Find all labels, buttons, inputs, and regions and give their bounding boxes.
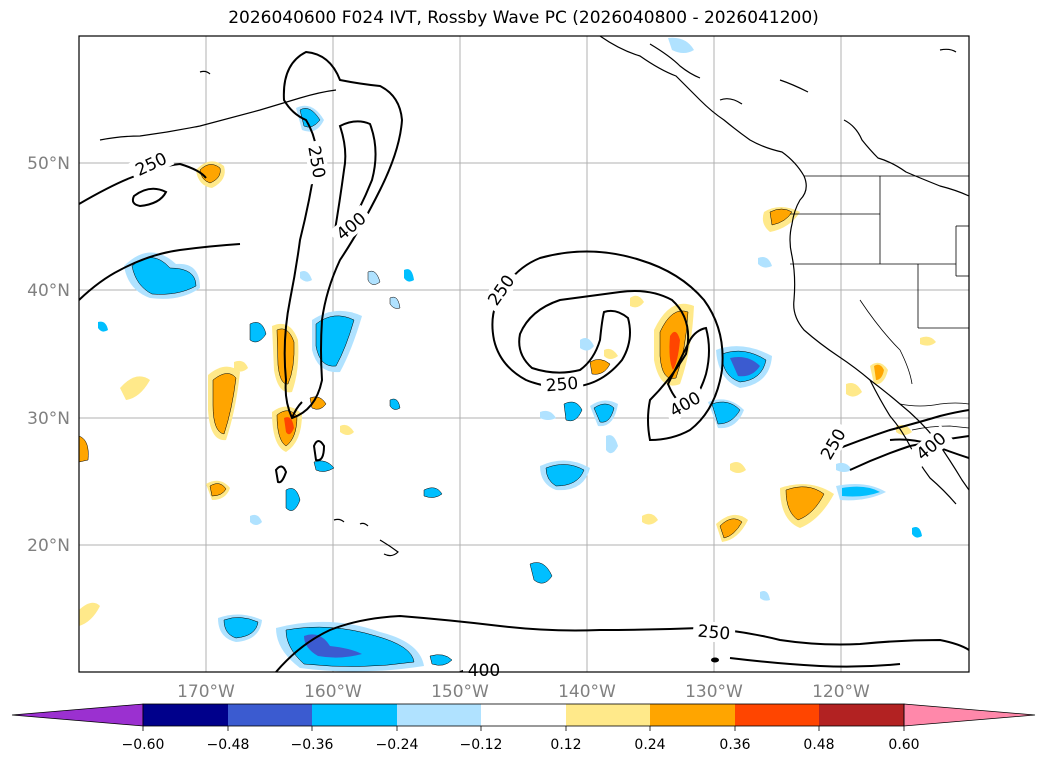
colorbar-tick-label: −0.12 [460,737,503,753]
lat-label: 20°N [27,536,70,556]
state-borders [790,175,969,431]
colorbar-segment [735,704,819,726]
lon-label: 170°W [177,682,235,702]
colorbar-tick-label: 0.48 [803,737,834,753]
colorbar-tick-label: −0.48 [207,737,250,753]
lat-label: 40°N [27,281,70,301]
colorbar-tick-label: −0.60 [122,737,165,753]
positive-ivt-fills [79,161,936,626]
map-content [79,36,969,672]
colorbar-min-extend [11,703,144,727]
colorbar-segment [650,704,735,726]
colorbar-segment [143,704,228,726]
lon-label: 130°W [685,682,743,702]
colorbar-tick-label: −0.36 [291,737,334,753]
colorbar-segment [397,704,481,726]
colorbar-outline [142,703,905,727]
contour-label: 250 [545,374,579,397]
lon-label: 160°W [304,682,362,702]
coastlines [99,36,969,557]
colorbar-tick-label: 0.12 [550,737,581,753]
contour-dot [711,657,719,663]
longitude-labels: 170°W 160°W 150°W 140°W 130°W 120°W [177,682,870,702]
map-background [79,36,969,672]
colorbar: −0.60 −0.48 −0.36 −0.24 −0.12 0.12 0.24 … [11,703,1036,753]
contour-label: 400 [468,661,500,681]
colorbar-ticks [142,726,905,731]
colorbar-max-extend [903,703,1036,727]
colorbar-tick-label: 0.60 [888,737,919,753]
map-title: 2026040600 F024 IVT, Rossby Wave PC (202… [228,8,819,28]
colorbar-tick-label: 0.24 [634,737,665,753]
colorbar-segment [566,704,650,726]
lon-label: 120°W [812,682,870,702]
colorbar-tick-label: 0.36 [719,737,750,753]
colorbar-segment [312,704,397,726]
negative-ivt-fills [98,37,922,672]
lat-label: 30°N [27,409,70,429]
colorbar-tick-label: −0.24 [376,737,419,753]
colorbar-segment [819,704,904,726]
lon-label: 140°W [558,682,616,702]
lat-label: 50°N [27,154,70,174]
ivt-contours [79,50,969,672]
latitude-labels: 50°N 40°N 30°N 20°N [27,154,70,556]
colorbar-segment [481,704,566,726]
lon-label: 150°W [431,682,489,702]
map-frame [78,35,970,673]
colorbar-segment [228,704,312,726]
contour-label: 250 [697,622,731,645]
